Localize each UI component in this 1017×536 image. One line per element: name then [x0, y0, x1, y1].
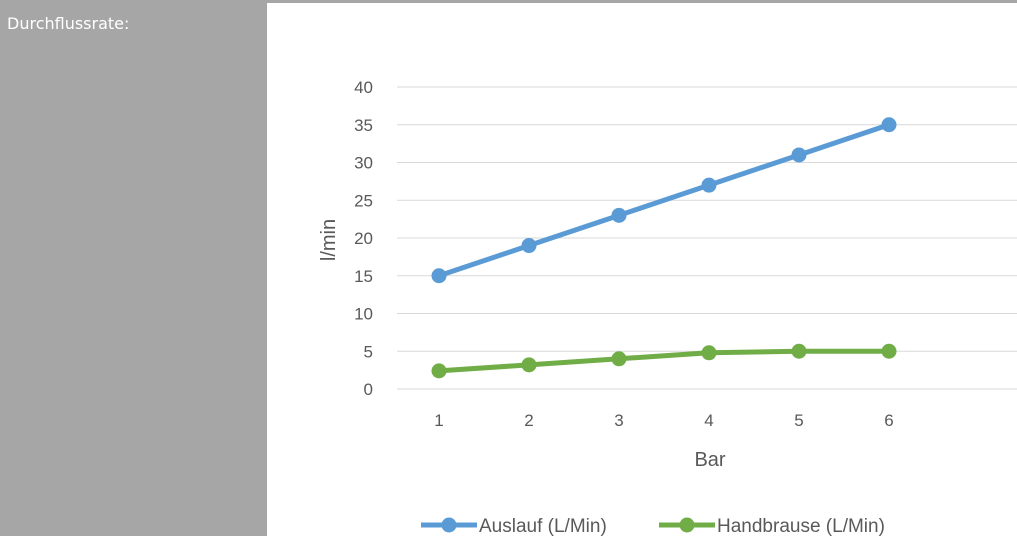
- legend-label: Handbrause (L/Min): [717, 516, 885, 536]
- y-tick-labels: 0 5 10 15 20 25 30 35 40: [354, 78, 373, 399]
- data-point: [701, 177, 717, 193]
- y-tick-label: 30: [354, 154, 373, 173]
- data-point: [791, 343, 807, 359]
- data-point: [431, 363, 447, 379]
- series-line: [436, 122, 892, 279]
- label-column: Durchflussrate:: [0, 0, 267, 536]
- legend-item: Auslauf (L/Min): [421, 516, 607, 536]
- x-tick-label: 5: [794, 411, 803, 430]
- y-axis-label: l/min: [318, 219, 340, 261]
- x-tick-label: 6: [884, 411, 893, 430]
- data-point: [521, 238, 537, 254]
- chart-area: 0 5 10 15 20 25 30 35 40 1 2 3 4 5 6 l/min Bar Auslau…: [267, 3, 1017, 536]
- legend-swatch-marker: [679, 517, 695, 533]
- data-point: [881, 117, 897, 133]
- y-tick-label: 20: [354, 229, 373, 248]
- y-tick-label: 15: [354, 267, 373, 286]
- y-tick-label: 35: [354, 116, 373, 135]
- y-tick-label: 10: [354, 305, 373, 324]
- data-point: [521, 357, 537, 373]
- series-layer: [431, 117, 897, 379]
- grid-layer: [397, 86, 1017, 390]
- flow-rate-chart: 0 5 10 15 20 25 30 35 40 1 2 3 4 5 6 l/min Bar Auslau…: [318, 78, 1017, 536]
- x-tick-label: 3: [614, 411, 623, 430]
- y-tick-label: 40: [354, 78, 373, 97]
- row-label: Durchflussrate:: [7, 14, 130, 33]
- series-line: [436, 348, 892, 374]
- y-tick-label: 25: [354, 191, 373, 210]
- data-point: [701, 345, 717, 361]
- data-point: [431, 268, 447, 284]
- y-tick-label: 5: [364, 342, 373, 361]
- x-axis-label: Bar: [694, 449, 725, 471]
- data-point: [611, 207, 627, 223]
- y-tick-label: 0: [364, 380, 373, 399]
- legend-item: Handbrause (L/Min): [659, 516, 885, 536]
- top-rule: [267, 0, 1017, 3]
- x-tick-label: 4: [704, 411, 713, 430]
- x-tick-label: 2: [524, 411, 533, 430]
- x-tick-labels: 1 2 3 4 5 6: [434, 411, 893, 430]
- legend-swatch-marker: [441, 517, 457, 533]
- data-point: [611, 351, 627, 367]
- data-point: [881, 343, 897, 359]
- legend: Auslauf (L/Min) Handbrause (L/Min): [421, 516, 885, 536]
- x-tick-label: 1: [434, 411, 443, 430]
- data-point: [791, 147, 807, 163]
- legend-label: Auslauf (L/Min): [479, 516, 607, 536]
